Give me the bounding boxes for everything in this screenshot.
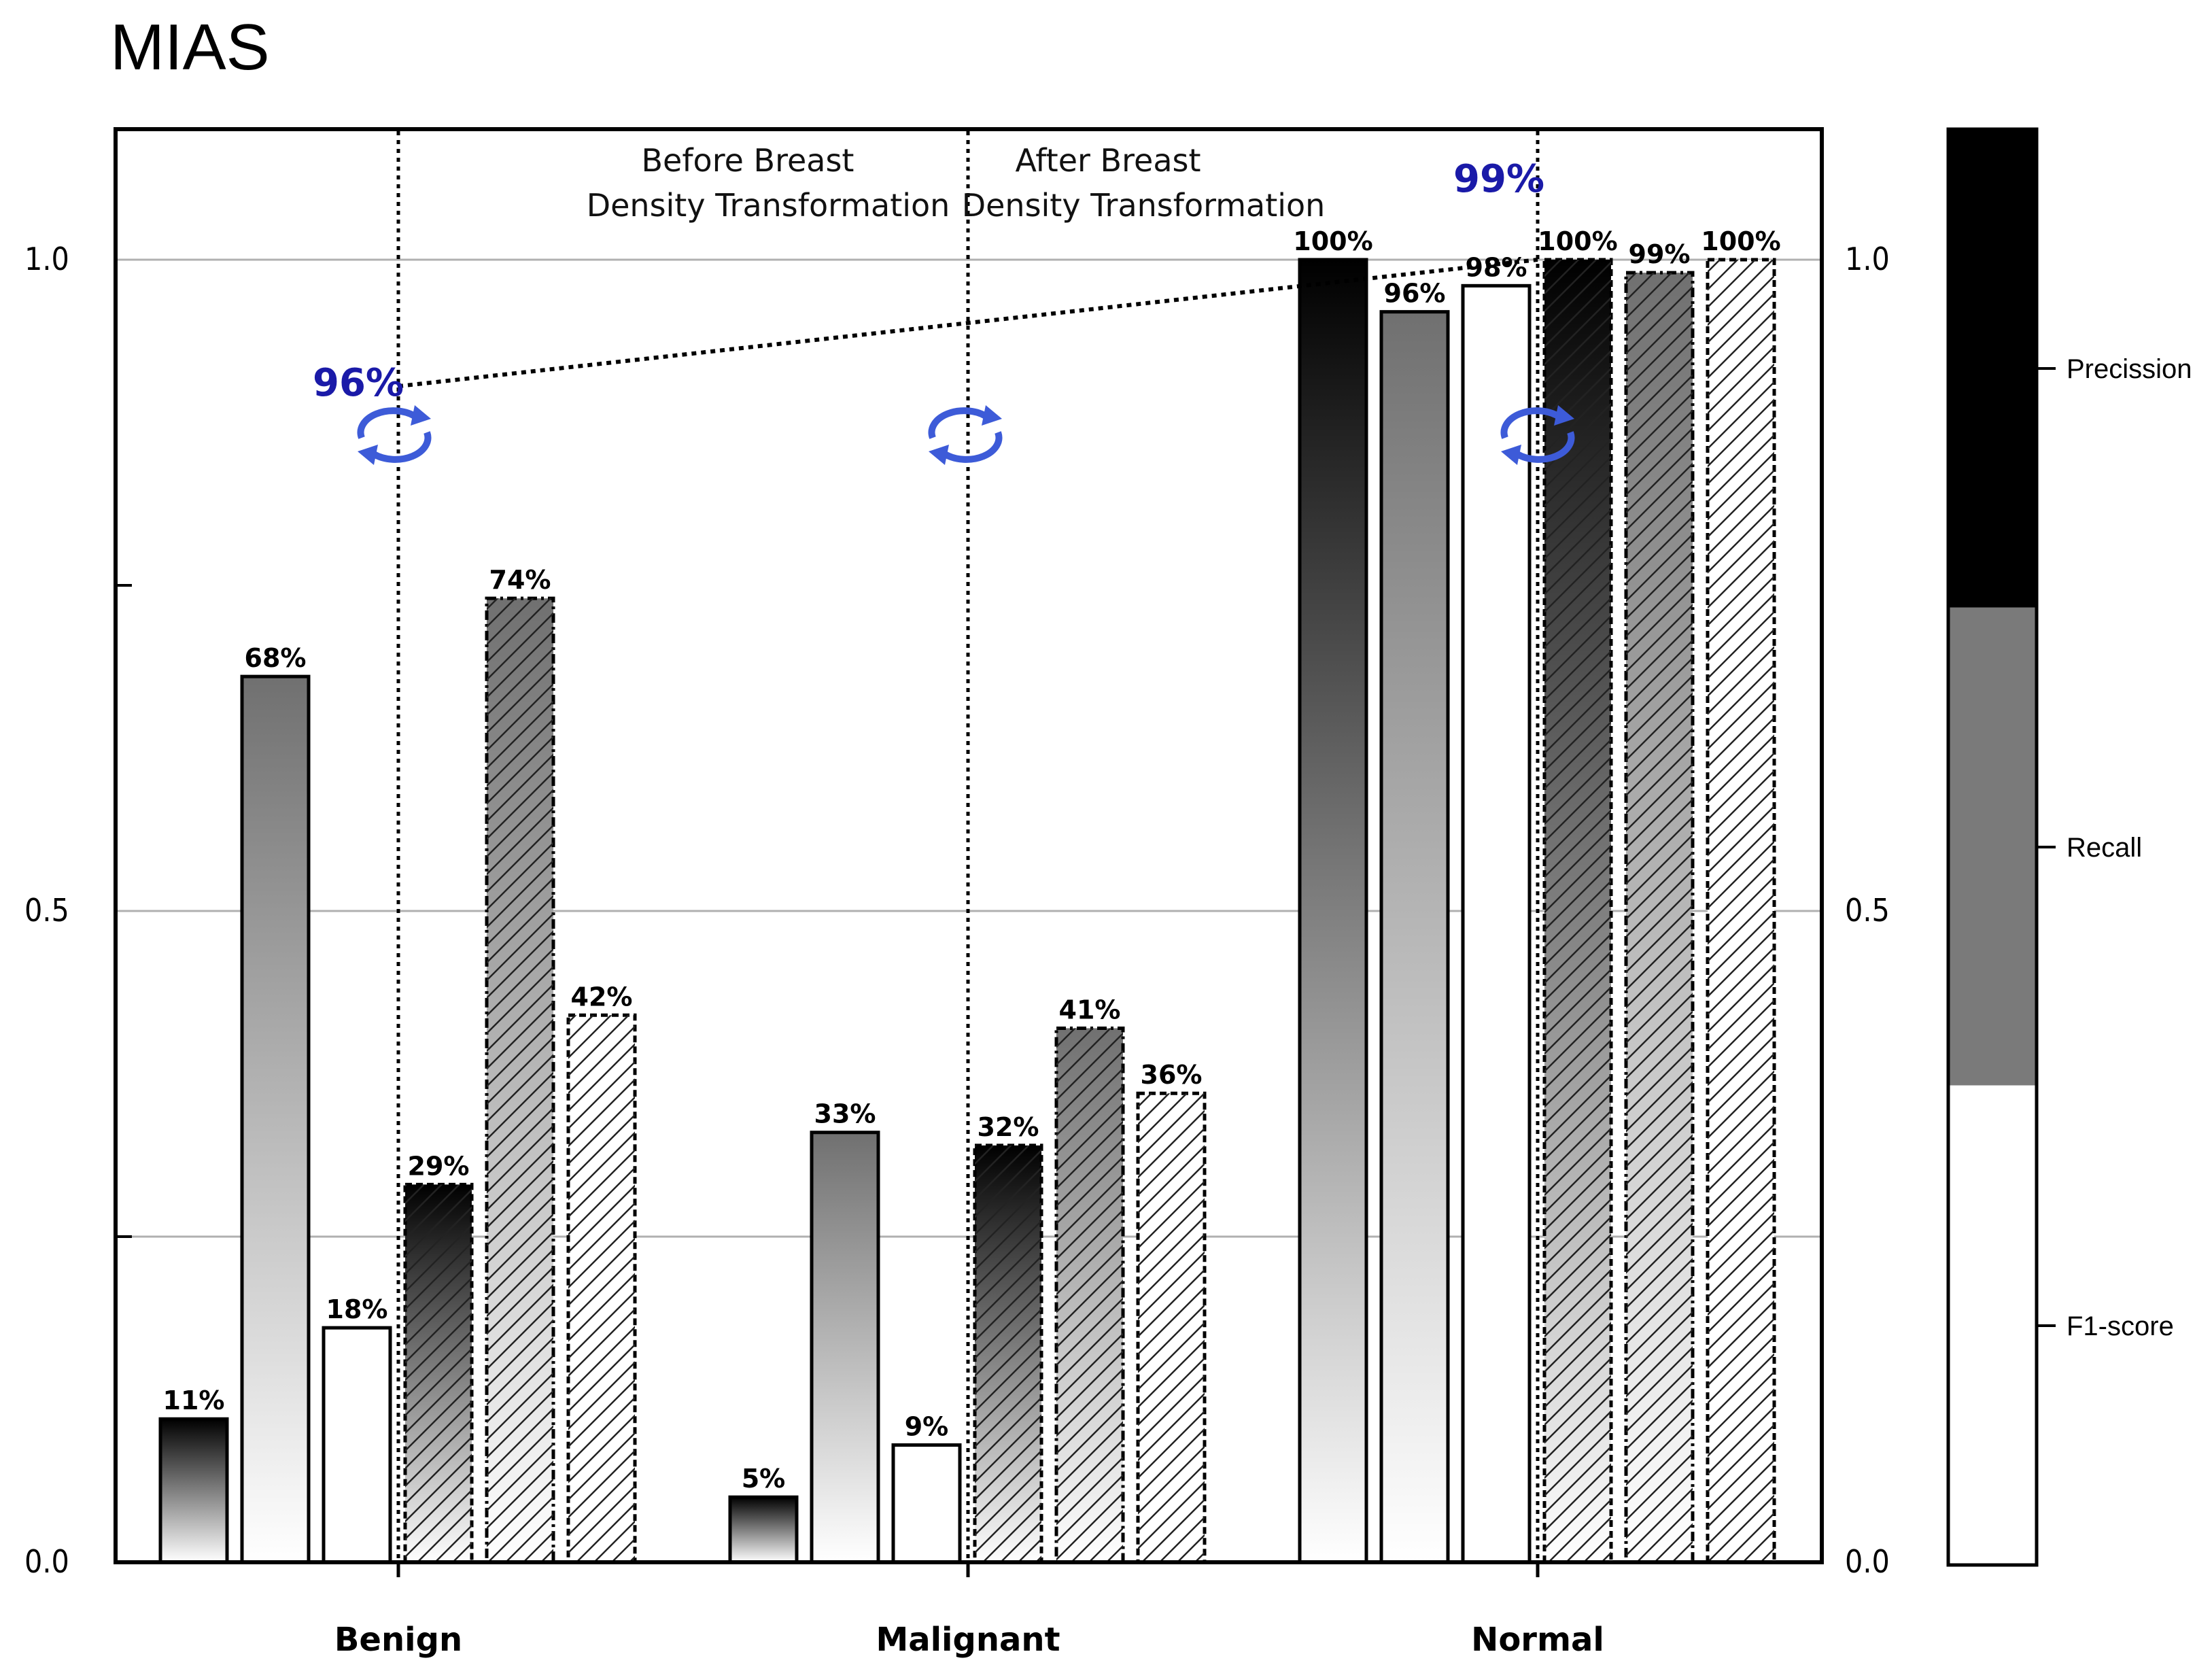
bar-before-precission-normal	[1298, 258, 1368, 1564]
x-tick-label-benign: Benign	[334, 1621, 462, 1659]
bar-after-f1-score-malignant-hatch	[1138, 1093, 1205, 1562]
value-label-before-f1-score-normal: 98%	[1466, 252, 1527, 282]
y-tick-label-1: 0.5	[24, 892, 69, 929]
right-y-tick-label-0: 0.0	[1845, 1543, 1890, 1580]
bar-after-precission-malignant-hatch	[975, 1145, 1041, 1562]
value-label-before-recall-malignant: 33%	[814, 1099, 876, 1129]
phase-label-after: After Breast Density Transformation	[962, 142, 1326, 224]
swap-icon	[928, 405, 1003, 465]
y-tick-label-2: 1.0	[24, 241, 69, 277]
value-labels: 11% 5% 100% 68% 33% 96% 18% 9% 98% 29% 32% 100% 74% 4…	[163, 226, 1781, 1494]
bar-before-f1-score-normal	[1461, 283, 1532, 1564]
chart-title: MIAS	[110, 11, 270, 84]
x-axis: Benign Malignant Normal	[334, 1562, 1604, 1659]
right-y-tick-label-2: 1.0	[1845, 241, 1890, 277]
legend-label-precision: Precission	[2067, 354, 2192, 384]
accuracy-trend-line	[398, 258, 1538, 389]
legend: Precission Recall F1-score	[1946, 127, 2192, 1567]
legend-colorbar	[1946, 127, 2039, 1567]
phase-before-line2: Density Transformation	[587, 187, 950, 224]
value-label-after-precission-normal: 100%	[1538, 226, 1617, 256]
value-label-before-f1-score-malignant: 9%	[905, 1412, 949, 1442]
value-label-before-recall-normal: 96%	[1384, 279, 1446, 309]
y-axis-right: 0.0 0.5 1.0	[1845, 241, 1890, 1580]
bar-before-recall-malignant	[810, 1131, 880, 1564]
value-label-after-recall-benign: 74%	[489, 565, 551, 595]
value-label-after-f1-score-normal: 100%	[1701, 226, 1780, 256]
bar-after-recall-malignant-hatch	[1056, 1028, 1123, 1562]
right-y-tick-label-1: 0.5	[1845, 892, 1890, 929]
x-tick-label-malignant: Malignant	[876, 1621, 1060, 1659]
bar-after-f1-score-benign-hatch	[568, 1015, 635, 1562]
accuracy-label-before: 96%	[313, 361, 404, 405]
phase-after-line1: After Breast	[1015, 142, 1200, 179]
value-label-before-f1-score-benign: 18%	[326, 1294, 388, 1324]
bars	[158, 258, 1776, 1564]
value-label-before-precission-benign: 11%	[163, 1386, 225, 1415]
bar-before-f1-score-benign	[322, 1326, 392, 1564]
accuracy-label-after: 99%	[1453, 157, 1544, 201]
bar-after-precission-benign-hatch	[405, 1184, 472, 1562]
legend-label-f1: F1-score	[2067, 1311, 2174, 1341]
bar-after-recall-normal-hatch	[1626, 273, 1693, 1562]
swap-icon	[357, 405, 432, 465]
value-label-before-recall-benign: 68%	[245, 643, 307, 673]
y-axis-left: 0.0 0.5 1.0	[24, 241, 69, 1580]
phase-label-before: Before Breast Density Transformation	[587, 142, 950, 224]
swap-icon	[1500, 405, 1575, 465]
value-label-before-precission-normal: 100%	[1293, 226, 1372, 256]
bar-after-f1-score-normal-hatch	[1708, 260, 1774, 1562]
y-tick-label-0: 0.0	[24, 1543, 69, 1580]
phase-after-line2: Density Transformation	[962, 187, 1326, 224]
x-tick-label-normal: Normal	[1471, 1621, 1604, 1659]
bar-before-precission-benign	[158, 1417, 229, 1564]
bar-after-precission-normal-hatch	[1544, 260, 1611, 1562]
legend-label-recall: Recall	[2067, 833, 2142, 863]
phase-before-line1: Before Breast	[642, 142, 854, 179]
bar-before-recall-normal	[1379, 310, 1450, 1564]
bar-before-f1-score-malignant	[891, 1443, 962, 1564]
bar-before-recall-benign	[240, 674, 311, 1564]
value-label-before-precission-malignant: 5%	[742, 1464, 786, 1494]
bar-before-precission-malignant	[728, 1495, 799, 1564]
bar-after-recall-benign-hatch	[487, 598, 553, 1563]
value-label-after-f1-score-malignant: 36%	[1141, 1060, 1203, 1090]
value-label-after-f1-score-benign: 42%	[571, 982, 633, 1012]
value-label-after-recall-normal: 99%	[1629, 239, 1691, 269]
value-label-after-precission-benign: 29%	[408, 1151, 470, 1181]
value-label-after-recall-malignant: 41%	[1059, 995, 1121, 1025]
value-label-after-precission-malignant: 32%	[978, 1112, 1039, 1142]
